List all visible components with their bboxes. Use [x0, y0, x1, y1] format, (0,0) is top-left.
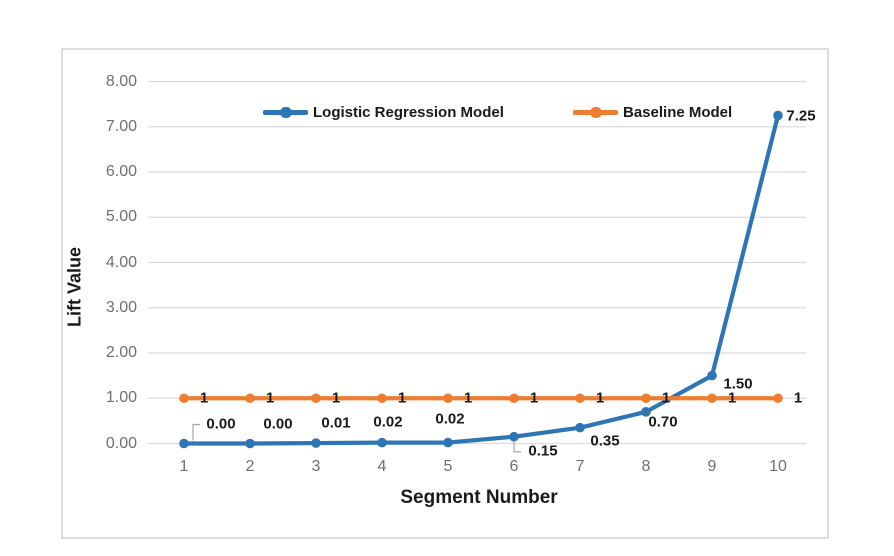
logistic-series-data-label: 0.70: [648, 413, 678, 431]
baseline-series-data-label: 1: [463, 389, 473, 407]
x-axis-tick-label: 10: [769, 458, 787, 475]
baseline-series-data-label: 1: [661, 389, 671, 407]
x-axis-tick-label: 1: [179, 458, 189, 475]
x-axis-tick-label: 6: [509, 458, 519, 475]
label-leader-line: [192, 423, 200, 441]
y-axis-tick-label: 0.00: [105, 434, 137, 452]
x-axis-tick-label: 8: [641, 458, 651, 475]
series-1-marker: [641, 393, 651, 404]
baseline-series-data-label: 1: [595, 389, 605, 407]
x-axis-tick-label: 3: [311, 458, 321, 475]
legend-item-logistic-regression: Logistic Regression Model: [263, 101, 504, 123]
logistic-series-data-label: 7.25: [786, 107, 816, 125]
series-0-marker: [245, 438, 255, 449]
series-1-marker: [377, 393, 387, 404]
y-axis-tick-label: 2.00: [105, 344, 137, 361]
x-axis-tick-label: 2: [245, 458, 255, 475]
series-0-marker: [575, 422, 585, 433]
baseline-series-data-label: 1: [331, 389, 341, 407]
baseline-series-data-label: 1: [727, 389, 737, 407]
chart-border: [61, 48, 829, 539]
logistic-series-data-label: 1.50: [723, 375, 753, 393]
legend-label-logistic-regression: Logistic Regression Model: [313, 103, 504, 121]
series-0-marker: [377, 437, 387, 448]
series-1-marker: [575, 393, 585, 404]
series-1-marker: [509, 393, 519, 404]
baseline-series-data-label: 1: [199, 389, 209, 407]
series-line-0: [181, 113, 781, 446]
baseline-series-data-label: 1: [397, 389, 407, 407]
legend-line-marker-icon: [573, 106, 618, 118]
y-axis-title: Lift Value: [64, 246, 85, 328]
x-axis-tick-label: 9: [707, 458, 717, 475]
y-axis-tick-label: 1.00: [105, 389, 137, 407]
y-axis-tick-label: 7.00: [105, 117, 137, 135]
x-axis-tick-label: 7: [575, 458, 585, 475]
x-axis-tick-label: 5: [443, 458, 453, 475]
series-1-marker: [773, 393, 783, 404]
logistic-series-data-label: 0.00: [263, 415, 293, 432]
series-1-marker: [443, 393, 453, 404]
logistic-series-data-label: 0.00: [206, 415, 236, 432]
y-axis-tick-label: 8.00: [105, 72, 137, 90]
x-axis-tick-label: 4: [377, 458, 387, 475]
series-1-marker: [707, 393, 717, 404]
series-1-marker: [311, 393, 321, 404]
y-axis-tick-label: 4.00: [105, 253, 137, 271]
series-0-marker: [311, 438, 321, 448]
x-axis-title: Segment Number: [400, 487, 558, 508]
logistic-series-data-label: 0.02: [373, 413, 403, 431]
legend-line-marker-icon: [263, 106, 308, 118]
series-1-marker: [179, 393, 189, 404]
baseline-series-data-label: 1: [265, 389, 275, 407]
series-1-marker: [245, 393, 255, 404]
logistic-series-data-label: 0.01: [321, 414, 351, 432]
y-axis-tick-label: 6.00: [105, 163, 137, 180]
series-0-marker: [641, 407, 651, 417]
logistic-series-data-label: 0.15: [528, 442, 558, 460]
series-0-marker: [707, 370, 717, 381]
series-0-marker: [509, 431, 519, 442]
series-0-marker: [443, 437, 453, 448]
series-0-marker: [179, 438, 189, 449]
legend-item-baseline: Baseline Model: [573, 101, 732, 123]
y-axis-tick-label: 3.00: [105, 298, 137, 316]
legend-label-baseline: Baseline Model: [623, 103, 733, 121]
baseline-series-data-label: 1: [793, 389, 803, 407]
y-axis-tick-label: 5.00: [105, 208, 137, 226]
series-0-marker: [773, 110, 783, 121]
label-leader-line: [513, 438, 521, 453]
baseline-series-data-label: 1: [529, 389, 539, 407]
logistic-series-data-label: 0.02: [435, 410, 465, 428]
logistic-series-data-label: 0.35: [590, 432, 620, 450]
